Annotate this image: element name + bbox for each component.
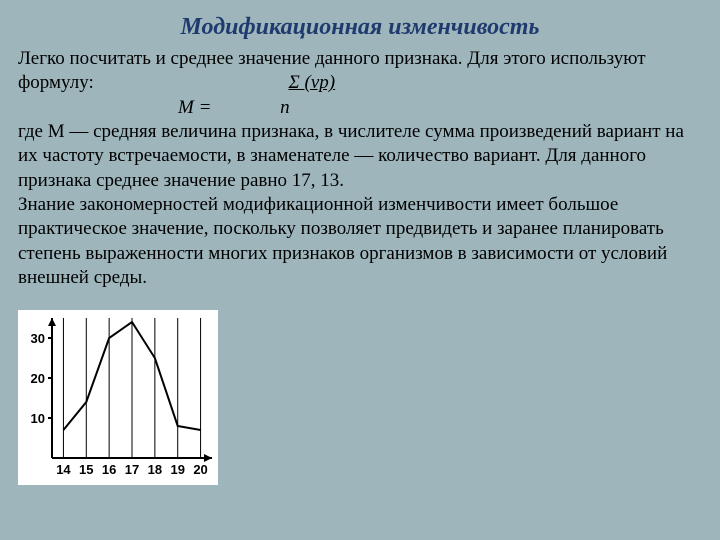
- paragraph-conclusion: Знание закономерностей модификационной и…: [18, 194, 667, 288]
- svg-text:19: 19: [170, 462, 184, 477]
- svg-text:30: 30: [31, 331, 45, 346]
- chart-svg: 10 20 30 14 15 16 17 18 19 20: [18, 310, 218, 485]
- paragraph-explanation: где М — средняя величина признака, в чис…: [18, 121, 684, 191]
- svg-text:20: 20: [193, 462, 207, 477]
- svg-text:17: 17: [125, 462, 139, 477]
- svg-text:14: 14: [56, 462, 71, 477]
- formula-line-2: M = n: [18, 96, 702, 120]
- body-text: Легко посчитать и среднее значение данно…: [18, 47, 702, 290]
- formula-m-equals: M =: [178, 96, 211, 120]
- slide: Модификационная изменчивость Легко посчи…: [0, 0, 720, 540]
- formula-denominator: n: [280, 96, 290, 120]
- svg-text:16: 16: [102, 462, 116, 477]
- svg-text:15: 15: [79, 462, 93, 477]
- svg-text:10: 10: [31, 411, 45, 426]
- svg-text:18: 18: [148, 462, 162, 477]
- formula-numerator: Σ (vp): [288, 71, 335, 95]
- slide-title: Модификационная изменчивость: [18, 14, 702, 41]
- distribution-chart: 10 20 30 14 15 16 17 18 19 20: [18, 310, 218, 485]
- svg-text:20: 20: [31, 371, 45, 386]
